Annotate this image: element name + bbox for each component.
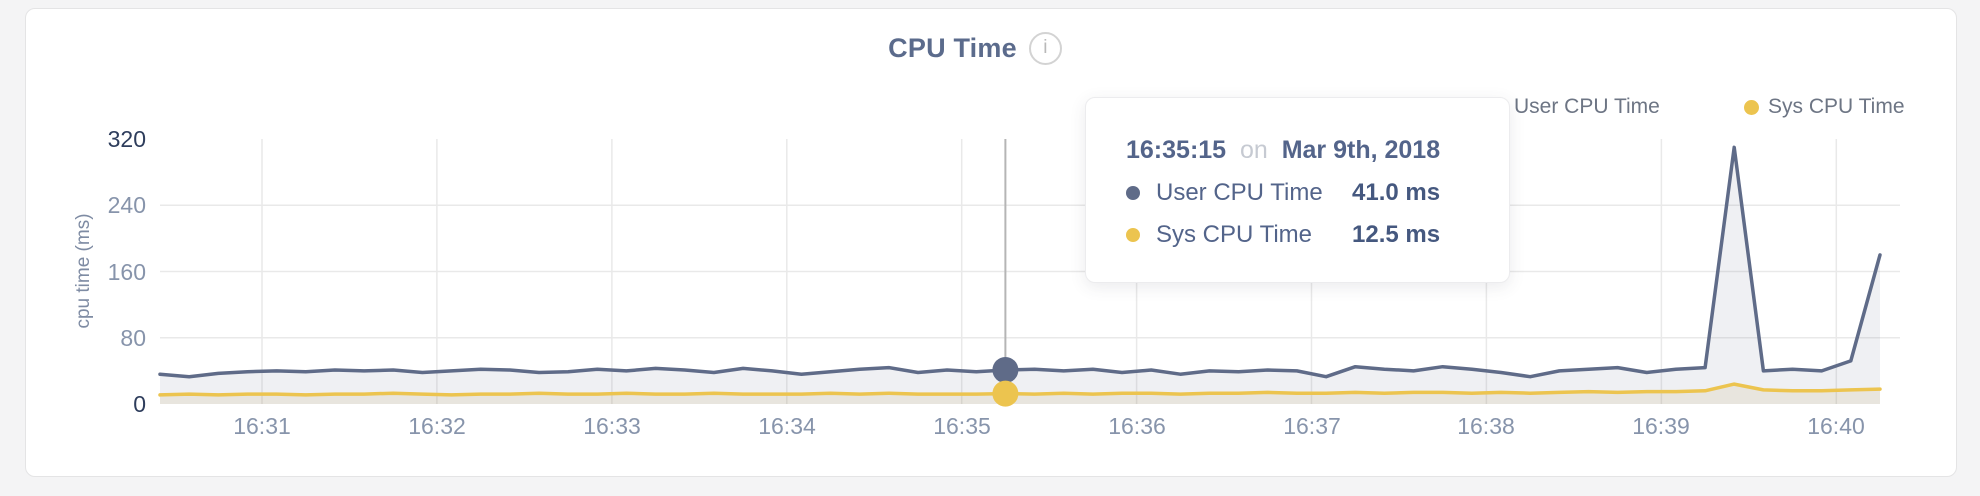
page-title: CPU Time bbox=[888, 32, 1017, 63]
info-icon[interactable]: i bbox=[1028, 31, 1062, 65]
tooltip-time: 16:35:15 bbox=[1126, 136, 1227, 164]
tooltip-value-sys: 12.5 ms bbox=[1352, 221, 1441, 248]
tooltip-row-user: User CPU Time 41.0 ms bbox=[1126, 179, 1509, 207]
user-cpu-time-area bbox=[160, 147, 1880, 405]
tooltip-value-user: 41.0 ms bbox=[1352, 179, 1441, 206]
user-cpu-time-line bbox=[158, 145, 1882, 379]
legend-label-user: User CPU Time bbox=[1514, 95, 1660, 118]
tooltip-connector: on bbox=[1239, 136, 1268, 164]
tooltip-label-user: User CPU Time bbox=[1156, 179, 1323, 206]
hover-tooltip: 16:35:15 on Mar 9th, 2018 User CPU Time … bbox=[1085, 97, 1510, 283]
tooltip-dot-user bbox=[1126, 186, 1140, 200]
legend-label-sys: Sys CPU Time bbox=[1768, 95, 1905, 118]
hover-dot-sys bbox=[992, 380, 1019, 407]
legend-dot-sys bbox=[1744, 99, 1759, 115]
tooltip-dot-sys bbox=[1126, 228, 1140, 242]
legend-item-user-cpu-time[interactable]: User CPU Time bbox=[1490, 95, 1660, 119]
tooltip-timestamp: 16:35:15 on Mar 9th, 2018 bbox=[1126, 136, 1509, 165]
tooltip-label-sys: Sys CPU Time bbox=[1156, 221, 1313, 248]
sys-cpu-time-line bbox=[158, 382, 1882, 397]
legend-item-sys-cpu-time[interactable]: Sys CPU Time bbox=[1744, 95, 1905, 119]
chart-header: CPU Time i bbox=[0, 28, 1980, 68]
tooltip-date: Mar 9th, 2018 bbox=[1281, 136, 1441, 164]
tooltip-row-sys: Sys CPU Time 12.5 ms bbox=[1126, 221, 1509, 249]
hover-dot-user bbox=[992, 357, 1019, 383]
chart-card bbox=[25, 8, 1957, 477]
